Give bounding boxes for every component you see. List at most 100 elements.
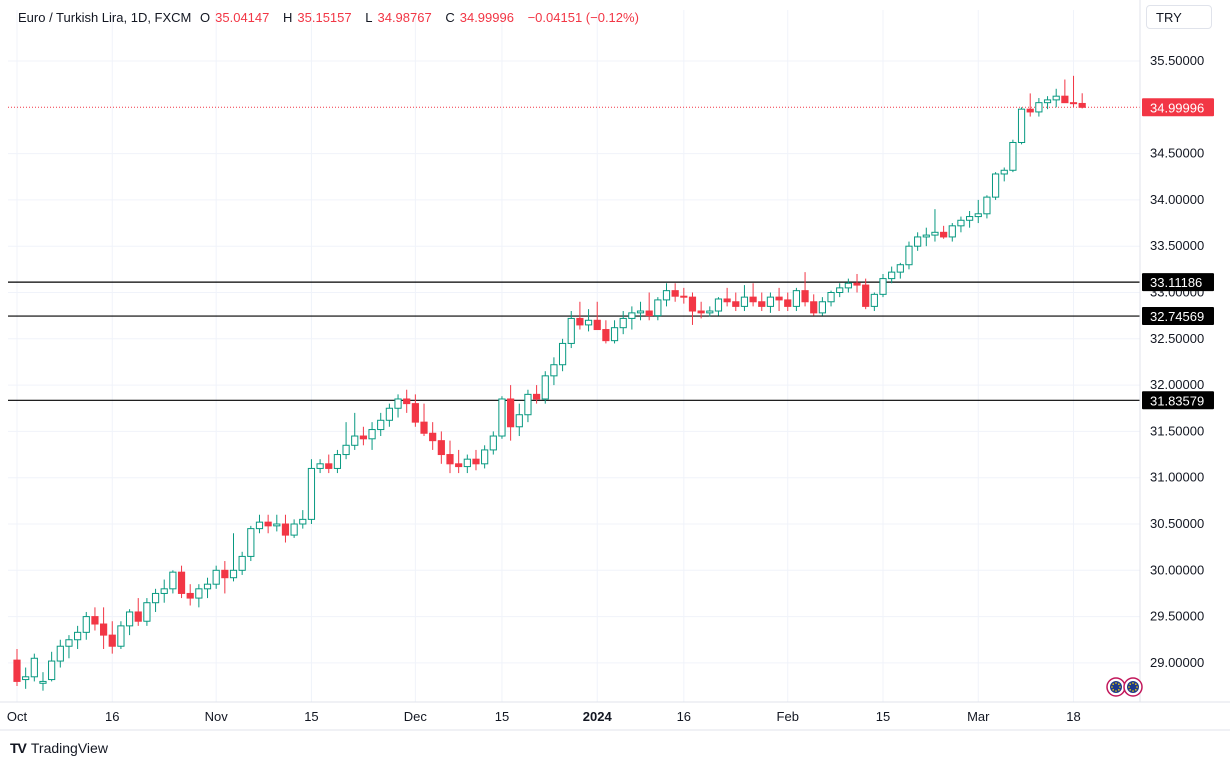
time-tick-label: 16 <box>105 709 119 724</box>
hline-price-label-bg <box>1142 391 1214 410</box>
symbol-title[interactable]: Euro / Turkish Lira, 1D, FXCM <box>18 10 192 25</box>
event-flag-star <box>1115 682 1117 684</box>
event-flag-star <box>1119 686 1121 688</box>
price-tick-label: 30.00000 <box>1150 562 1204 577</box>
candle-body <box>1078 102 1086 108</box>
candle-body <box>403 398 411 405</box>
price-tick-label: 32.50000 <box>1150 331 1204 346</box>
candle-body <box>1009 141 1017 171</box>
candle-body <box>143 602 151 622</box>
currency-button[interactable]: TRY <box>1146 5 1212 29</box>
candle-body <box>801 290 809 303</box>
candle-body <box>827 292 835 303</box>
candle-body <box>177 571 186 594</box>
time-tick-label: Mar <box>967 709 990 724</box>
price-labels: 34.99996 33.11186 32.74569 31.83579 <box>1142 98 1214 410</box>
candle-body <box>1026 108 1034 113</box>
tradingview-logo-icon: TV <box>10 740 27 756</box>
brand-name: TradingView <box>30 740 108 756</box>
candle-body <box>879 278 887 295</box>
candle-body <box>836 287 844 293</box>
candle-body <box>905 245 913 266</box>
candle-body <box>584 319 593 326</box>
price-tick-label: 31.00000 <box>1150 470 1204 485</box>
candle-body <box>706 310 714 314</box>
candle-body <box>697 310 705 314</box>
candle-body <box>351 435 359 446</box>
candle-body <box>30 657 38 678</box>
event-flag-star <box>1112 689 1114 691</box>
candle-body <box>870 293 878 307</box>
candle-body <box>844 282 852 289</box>
candle-body <box>645 310 653 317</box>
candle-body <box>307 467 316 520</box>
candle-body <box>203 583 212 590</box>
price-tick-label: 34.50000 <box>1150 146 1204 161</box>
candle-body <box>437 440 445 456</box>
candle-body <box>914 236 922 247</box>
candle-body <box>446 454 454 465</box>
time-tick-label: 18 <box>1066 709 1080 724</box>
candle-body <box>766 296 775 307</box>
candle-body <box>359 435 367 440</box>
price-tick-label: 31.50000 <box>1150 423 1204 438</box>
candle-body <box>290 523 298 536</box>
candle-body <box>333 454 342 469</box>
time-axis[interactable]: Oct 16 Nov 15 Dec 15 2024 16 Feb 15 Mar 18 <box>0 701 1230 731</box>
price-tick-label: 30.50000 <box>1150 516 1204 531</box>
candle-body <box>515 414 523 428</box>
candle-body <box>1043 99 1052 104</box>
symbol-header: Euro / Turkish Lira, 1D, FXCM O 35.04147 … <box>18 10 644 25</box>
event-flag-star <box>1112 683 1114 685</box>
price-tick-label: 34.00000 <box>1150 192 1204 207</box>
candle-body <box>671 290 679 297</box>
time-tick-label: Oct <box>7 709 28 724</box>
candle-body <box>940 231 948 238</box>
hline-price-label: 31.83579 <box>1150 393 1204 408</box>
candle-body <box>732 301 740 307</box>
candle-body <box>896 264 904 273</box>
time-tick-label: Feb <box>777 709 799 724</box>
candle-body <box>974 213 982 218</box>
price-axis[interactable]: 35.5000034.5000034.0000033.5000033.00000… <box>1139 0 1204 702</box>
candle-body <box>784 299 792 307</box>
high-label: H <box>283 10 293 25</box>
candle-body <box>792 290 800 307</box>
event-flag-star <box>1118 683 1120 685</box>
event-flag-star <box>1132 690 1134 692</box>
candle-body <box>810 301 818 314</box>
time-tick-label: 15 <box>304 709 318 724</box>
horizontal-lines <box>8 106 1140 401</box>
candle-body <box>273 523 281 527</box>
high-value: 35.15157 <box>297 10 352 25</box>
candle-body <box>22 676 30 681</box>
candle-body <box>714 298 723 312</box>
candle-body <box>1035 102 1043 113</box>
candle-body <box>489 435 497 451</box>
candle-body <box>91 616 99 625</box>
candle-body <box>394 398 402 409</box>
candle-body <box>541 375 549 400</box>
candle-body <box>472 458 480 465</box>
tradingview-brand[interactable]: TV TradingView <box>10 740 108 756</box>
candle-body <box>411 403 419 423</box>
candle-body <box>654 299 662 317</box>
candle-body <box>195 588 203 599</box>
price-tick-label: 32.00000 <box>1150 377 1204 392</box>
candle-body <box>221 569 229 579</box>
close-value: 34.99996 <box>459 10 514 25</box>
price-tick-label: 29.00000 <box>1150 655 1204 670</box>
close-label: C <box>445 10 455 25</box>
candle-body <box>567 317 575 344</box>
event-flag-star <box>1129 683 1131 685</box>
candle-body <box>377 419 385 431</box>
event-flag-star <box>1129 689 1131 691</box>
candle-body <box>1017 108 1026 143</box>
candle-series <box>13 75 1086 691</box>
candle-body <box>680 295 688 298</box>
price-tick-label: 33.50000 <box>1150 238 1204 253</box>
candle-body <box>151 592 160 604</box>
event-markers[interactable] <box>1106 677 1143 697</box>
candle-body <box>948 225 956 238</box>
